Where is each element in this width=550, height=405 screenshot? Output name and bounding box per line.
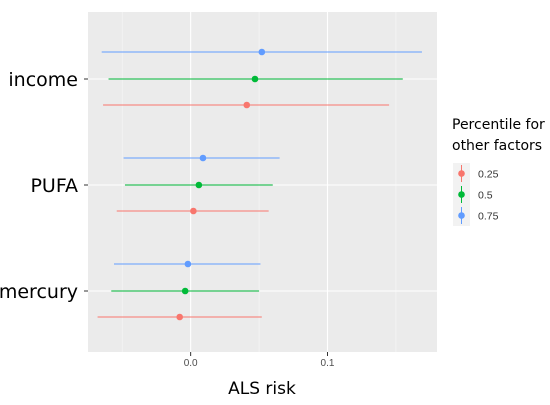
legend-key-point	[458, 191, 465, 198]
point-estimate	[184, 260, 192, 268]
point-estimate	[176, 313, 183, 321]
x-tick-label: 0.0	[184, 358, 198, 369]
legend-key-point	[458, 170, 465, 177]
legend-title-line-2: other factors	[452, 138, 542, 154]
y-category-label: income	[8, 69, 78, 91]
x-axis-title: ALS risk	[228, 379, 296, 399]
point-estimate	[190, 207, 197, 215]
axis-ticks	[84, 78, 329, 356]
point-estimate	[195, 181, 203, 189]
legend-key-point	[458, 212, 465, 219]
y-category-label: PUFA	[30, 175, 78, 197]
legend-label: 0.5	[478, 190, 493, 202]
point-estimate	[243, 101, 251, 109]
legend-keys: 0.25 0.5 0.75	[453, 163, 499, 226]
y-category-labels: income PUFA mercury	[0, 69, 78, 303]
x-tick-labels: 0.0 0.1	[184, 358, 335, 369]
data-marks	[97, 48, 422, 321]
point-estimate	[199, 154, 207, 162]
point-estimate	[251, 75, 259, 83]
legend-label: 0.25	[478, 169, 499, 181]
y-category-label: mercury	[0, 281, 78, 303]
point-estimate	[258, 48, 266, 56]
x-tick-label: 0.1	[321, 358, 335, 369]
point-estimate	[181, 287, 189, 295]
plot-panel	[88, 12, 437, 352]
legend-title-line-1: Percentile for	[452, 117, 545, 133]
legend: Percentile for other factors 0.25 0.5 0.75	[452, 117, 545, 226]
legend-label: 0.75	[478, 211, 499, 223]
